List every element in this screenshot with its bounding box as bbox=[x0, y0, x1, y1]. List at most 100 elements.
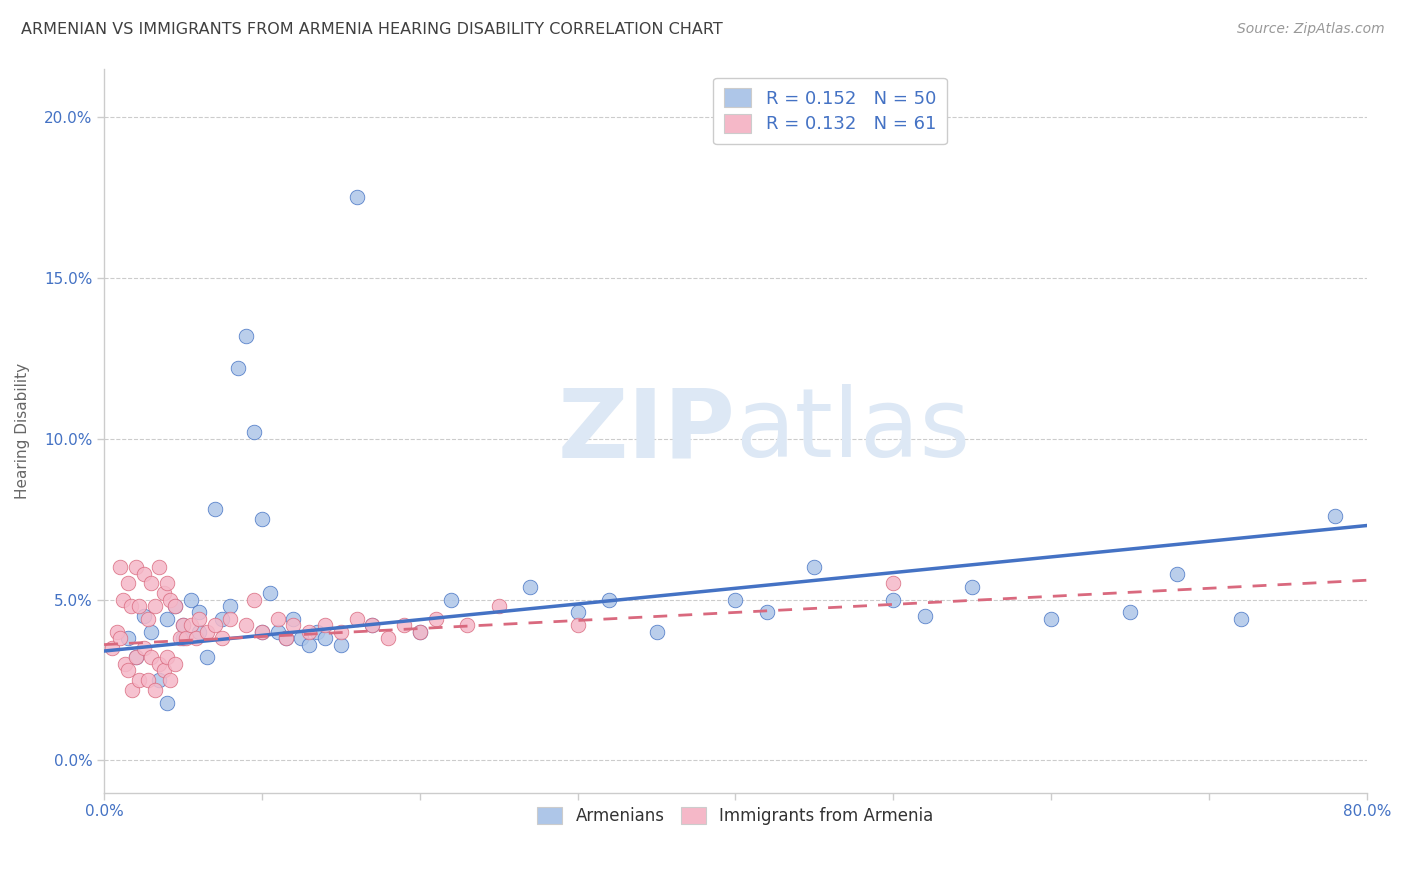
Point bbox=[211, 631, 233, 645]
Point bbox=[195, 650, 218, 665]
Point bbox=[488, 599, 510, 613]
Point bbox=[136, 612, 159, 626]
Point bbox=[153, 586, 176, 600]
Point bbox=[259, 586, 281, 600]
Point bbox=[235, 328, 257, 343]
Point bbox=[267, 612, 290, 626]
Point bbox=[187, 606, 209, 620]
Point bbox=[117, 631, 139, 645]
Point bbox=[567, 606, 589, 620]
Text: atlas: atlas bbox=[735, 384, 970, 477]
Point bbox=[882, 576, 904, 591]
Point bbox=[148, 657, 170, 671]
Point bbox=[187, 624, 209, 639]
Point bbox=[105, 624, 128, 639]
Point bbox=[101, 640, 124, 655]
Point bbox=[156, 612, 179, 626]
Point bbox=[346, 612, 368, 626]
Point bbox=[329, 624, 352, 639]
Point bbox=[235, 618, 257, 632]
Point bbox=[392, 618, 415, 632]
Point bbox=[882, 592, 904, 607]
Point bbox=[243, 425, 266, 440]
Point bbox=[128, 673, 150, 687]
Point bbox=[132, 608, 155, 623]
Point bbox=[111, 592, 134, 607]
Point bbox=[143, 599, 166, 613]
Point bbox=[128, 599, 150, 613]
Point bbox=[169, 631, 191, 645]
Point bbox=[124, 650, 146, 665]
Point bbox=[174, 631, 197, 645]
Text: ARMENIAN VS IMMIGRANTS FROM ARMENIA HEARING DISABILITY CORRELATION CHART: ARMENIAN VS IMMIGRANTS FROM ARMENIA HEAR… bbox=[21, 22, 723, 37]
Point bbox=[283, 612, 305, 626]
Point bbox=[226, 360, 249, 375]
Point bbox=[274, 631, 297, 645]
Point bbox=[914, 608, 936, 623]
Point bbox=[756, 606, 779, 620]
Point bbox=[567, 618, 589, 632]
Point bbox=[195, 624, 218, 639]
Point bbox=[1229, 612, 1251, 626]
Point bbox=[307, 624, 329, 639]
Point bbox=[108, 560, 131, 574]
Point bbox=[165, 599, 187, 613]
Point bbox=[219, 612, 242, 626]
Point bbox=[172, 618, 194, 632]
Point bbox=[153, 664, 176, 678]
Point bbox=[143, 682, 166, 697]
Point bbox=[314, 618, 336, 632]
Text: Source: ZipAtlas.com: Source: ZipAtlas.com bbox=[1237, 22, 1385, 37]
Point bbox=[219, 599, 242, 613]
Point bbox=[243, 592, 266, 607]
Point bbox=[156, 650, 179, 665]
Point bbox=[267, 624, 290, 639]
Point bbox=[409, 624, 432, 639]
Point bbox=[425, 612, 447, 626]
Point bbox=[108, 631, 131, 645]
Point bbox=[132, 566, 155, 581]
Point bbox=[298, 624, 321, 639]
Point bbox=[124, 650, 146, 665]
Point bbox=[329, 638, 352, 652]
Point bbox=[1324, 508, 1347, 523]
Point bbox=[148, 673, 170, 687]
Point bbox=[148, 560, 170, 574]
Legend: Armenians, Immigrants from Armenia: Armenians, Immigrants from Armenia bbox=[527, 797, 943, 835]
Point bbox=[172, 618, 194, 632]
Point bbox=[283, 618, 305, 632]
Point bbox=[124, 560, 146, 574]
Point bbox=[440, 592, 463, 607]
Point bbox=[274, 631, 297, 645]
Point bbox=[159, 673, 181, 687]
Y-axis label: Hearing Disability: Hearing Disability bbox=[15, 362, 30, 499]
Point bbox=[180, 618, 202, 632]
Point bbox=[172, 631, 194, 645]
Point bbox=[141, 650, 163, 665]
Point bbox=[204, 618, 226, 632]
Point bbox=[409, 624, 432, 639]
Point bbox=[361, 618, 384, 632]
Point bbox=[211, 612, 233, 626]
Point bbox=[314, 631, 336, 645]
Point bbox=[132, 640, 155, 655]
Point bbox=[250, 624, 273, 639]
Point bbox=[114, 657, 136, 671]
Point bbox=[180, 592, 202, 607]
Point bbox=[156, 696, 179, 710]
Point bbox=[519, 580, 541, 594]
Point bbox=[187, 612, 209, 626]
Point bbox=[377, 631, 399, 645]
Point bbox=[117, 576, 139, 591]
Point bbox=[1040, 612, 1063, 626]
Point bbox=[1166, 566, 1188, 581]
Point bbox=[141, 576, 163, 591]
Point bbox=[121, 682, 143, 697]
Point bbox=[346, 190, 368, 204]
Point bbox=[1119, 606, 1142, 620]
Point bbox=[290, 631, 312, 645]
Point bbox=[117, 664, 139, 678]
Point bbox=[298, 638, 321, 652]
Point bbox=[803, 560, 825, 574]
Point bbox=[184, 631, 207, 645]
